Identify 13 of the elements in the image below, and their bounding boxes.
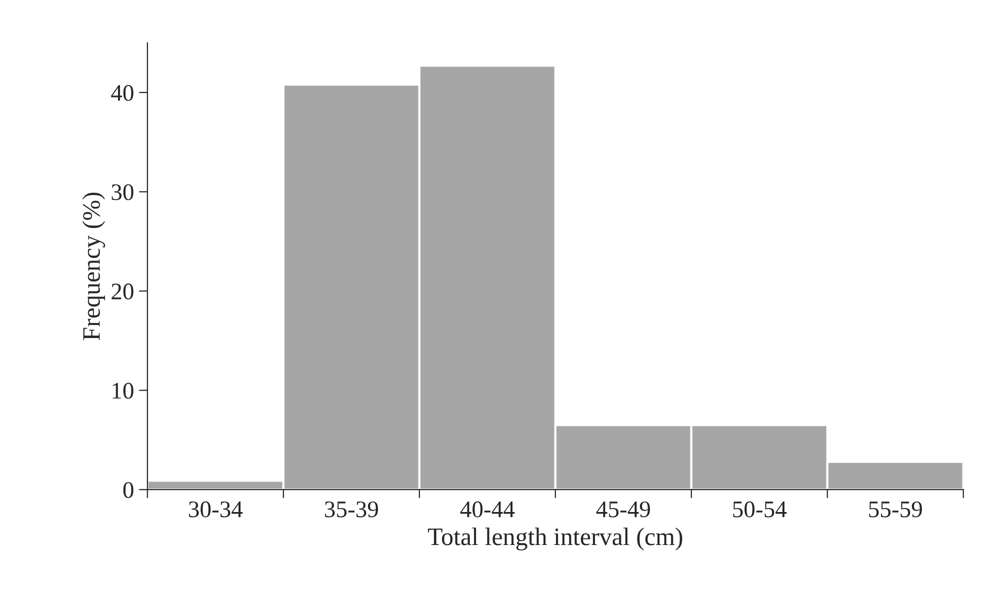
x-tick-label: 50-54 <box>733 501 787 518</box>
y-tick-label: 40 <box>111 84 134 101</box>
x-tick-label: 35-39 <box>325 501 378 518</box>
y-tick-label: 20 <box>112 284 134 300</box>
x-tick-label: 40-44 <box>460 501 515 518</box>
y-tick-label: 0 <box>123 482 134 498</box>
y-tick-label: 10 <box>112 382 134 399</box>
y-tick-label: 30 <box>112 184 134 200</box>
x-axis-title: Total length interval (cm) <box>428 528 682 550</box>
x-tick-label: 55-59 <box>869 501 922 518</box>
x-tick-label: 45-49 <box>596 501 650 518</box>
y-axis-title: Frequency (%) <box>82 192 106 340</box>
x-tick-label: 30-34 <box>189 501 243 518</box>
